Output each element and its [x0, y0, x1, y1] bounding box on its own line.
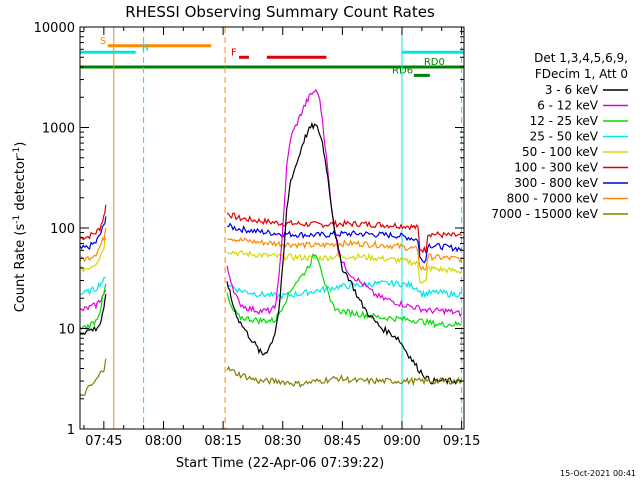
flag-label-rd6: RD6 — [392, 65, 413, 76]
series-line-12-25-kev-seg1 — [226, 252, 462, 329]
legend-label-0: 3 - 6 keV — [545, 83, 599, 97]
series-line-50-100-kev-seg1 — [226, 250, 463, 284]
series-line-7000-15000-kev-seg0 — [79, 358, 107, 397]
legend-label-5: 100 - 300 keV — [514, 161, 598, 175]
series-layer — [79, 88, 463, 397]
x-tick-label: 09:00 — [383, 434, 420, 449]
y-axis-label: Count Rate (s-1 detector-1) — [12, 142, 28, 313]
legend-header-detectors: Det 1,3,4,5,6,9, — [534, 51, 628, 65]
series-line-12-25-kev-seg0 — [79, 283, 107, 331]
chart-title: RHESSI Observing Summary Count Rates — [125, 3, 435, 21]
footer-date: 15-Oct-2021 00:41 — [560, 469, 636, 478]
series-line-7000-15000-kev-seg1 — [226, 365, 463, 389]
legend-label-2: 12 - 25 keV — [530, 114, 599, 128]
series-line-25-50-kev-seg1 — [226, 278, 463, 301]
legend-label-3: 25 - 50 keV — [530, 130, 599, 144]
y-axis-label-mid: detector — [13, 155, 28, 215]
y-tick-label: 10000 — [34, 21, 75, 36]
flag-label-n: N — [142, 42, 149, 53]
series-line-300-800-kev-seg1 — [226, 222, 462, 264]
y-tick-label: 100 — [50, 222, 75, 237]
series-line-3-6-kev-seg1 — [226, 121, 462, 385]
x-tick-label: 08:15 — [204, 434, 241, 449]
y-tick-label: 10 — [58, 323, 75, 338]
flag-label-rd0: RD0 — [424, 57, 445, 68]
flag-layer: S N F RD0 RD6 — [80, 36, 464, 77]
legend-label-4: 50 - 100 keV — [522, 145, 599, 159]
y-axis-label-sup2: -1 — [12, 147, 22, 156]
series-line-800-7000-kev-seg0 — [79, 227, 107, 263]
x-axis-label: Start Time (22-Apr-06 07:39:22) — [176, 456, 384, 471]
x-tick-label: 08:00 — [145, 434, 182, 449]
legend-label-8: 7000 - 15000 keV — [491, 207, 598, 221]
series-line-3-6-kev-seg0 — [79, 294, 107, 336]
legend-label-1: 6 - 12 keV — [537, 99, 599, 113]
x-tick-label: 08:45 — [324, 434, 361, 449]
flag-label-f: F — [231, 47, 237, 58]
series-line-50-100-kev-seg0 — [79, 237, 107, 274]
series-line-300-800-kev-seg0 — [79, 216, 107, 251]
x-tick-label: 07:45 — [85, 434, 122, 449]
x-tick-label: 08:30 — [264, 434, 301, 449]
series-line-100-300-kev-seg0 — [79, 204, 107, 241]
legend: Det 1,3,4,5,6,9, FDecim 1, Att 0 3 - 6 k… — [491, 51, 628, 221]
legend-header-decimation: FDecim 1, Att 0 — [535, 67, 628, 81]
y-tick-label: 1 — [67, 423, 75, 438]
legend-label-7: 800 - 7000 keV — [507, 192, 599, 206]
legend-label-6: 300 - 800 keV — [514, 176, 598, 190]
y-axis-label-end: ) — [13, 142, 28, 147]
flag-label-s: S — [100, 36, 106, 47]
series-line-6-12-kev-seg1 — [226, 88, 463, 318]
axes-layer: 07:45 08:00 08:15 08:30 08:45 09:00 09:15 1 10 10… — [34, 21, 481, 449]
series-line-25-50-kev-seg0 — [80, 276, 106, 297]
y-tick-label: 1000 — [42, 122, 75, 137]
series-line-800-7000-kev-seg1 — [227, 237, 463, 271]
y-axis-label-sup1: -1 — [12, 215, 22, 224]
x-tick-label: 09:15 — [443, 434, 480, 449]
series-line-100-300-kev-seg1 — [226, 212, 463, 254]
y-axis-label-main: Count Rate (s — [13, 224, 28, 313]
